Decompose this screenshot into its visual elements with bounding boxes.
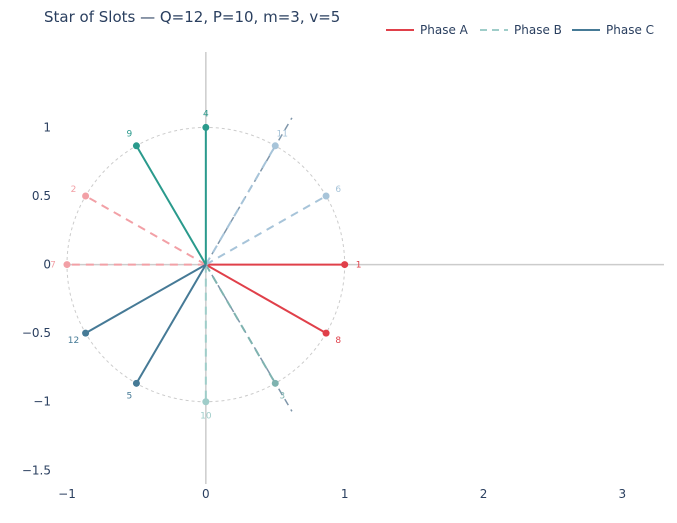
slot-label-3: 3 [279, 391, 285, 401]
chart-title: Star of Slots — Q=12, P=10, m=3, v=5 [44, 8, 340, 26]
slot-marker-3[interactable] [271, 379, 279, 387]
y-tick-label: −0.5 [22, 326, 51, 340]
slot-label-11: 11 [277, 130, 288, 140]
legend-label: Phase C [606, 23, 654, 37]
y-tick-label: 0 [43, 258, 51, 272]
slot-label-8: 8 [335, 336, 341, 346]
slot-label-9: 9 [127, 130, 133, 140]
slot-vector-9 [135, 145, 207, 266]
slot-marker-5[interactable] [132, 379, 140, 387]
slot-marker-9[interactable] [132, 142, 140, 150]
slot-vector-2 [85, 195, 207, 266]
y-tick-label: 1 [43, 120, 51, 134]
slot-vector-11 [204, 145, 277, 266]
x-tick-label: 1 [341, 487, 349, 501]
legend-item-phase-a[interactable]: Phase A [386, 23, 469, 37]
legend-item-phase-c[interactable]: Phase C [572, 23, 654, 37]
y-tick-label: −1.5 [22, 463, 51, 477]
legend[interactable]: Phase A Phase B Phase C [386, 23, 654, 37]
legend-label: Phase B [514, 23, 562, 37]
x-tick-label: 3 [619, 487, 627, 501]
x-tick-label: 0 [202, 487, 210, 501]
slot-marker-2[interactable] [82, 192, 90, 200]
slot-marker-8[interactable] [322, 329, 330, 337]
slot-marker-4[interactable] [202, 123, 210, 131]
x-tick-label: −1 [58, 487, 76, 501]
slot-marker-6[interactable] [322, 192, 330, 200]
slot-vector-6 [205, 195, 327, 266]
slot-marker-10[interactable] [202, 398, 210, 406]
slot-label-2: 2 [71, 185, 77, 195]
slot-vector-5 [135, 264, 207, 384]
x-tick-label: 2 [480, 487, 488, 501]
slot-label-12: 12 [68, 336, 79, 346]
slot-marker-12[interactable] [82, 329, 90, 337]
slot-label-7: 7 [50, 261, 56, 271]
y-tick-label: −1 [33, 395, 51, 409]
slot-marker-1[interactable] [341, 261, 349, 269]
legend-label: Phase A [420, 23, 469, 37]
slot-label-1: 1 [356, 261, 362, 271]
legend-item-phase-b[interactable]: Phase B [480, 23, 562, 37]
slot-marker-11[interactable] [271, 142, 279, 150]
slot-label-10: 10 [200, 412, 212, 422]
slot-vector-3 [204, 264, 277, 384]
slot-marker-7[interactable] [63, 261, 71, 269]
slot-label-5: 5 [127, 391, 133, 401]
y-tick-label: 0.5 [32, 189, 51, 203]
slot-vector-8 [205, 263, 327, 335]
slot-label-4: 4 [203, 109, 209, 119]
slot-vector-12 [85, 263, 207, 335]
slot-label-6: 6 [335, 185, 341, 195]
